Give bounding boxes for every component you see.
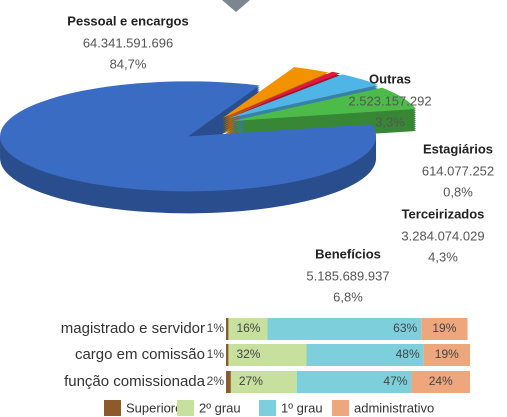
bar-label: 16%	[236, 321, 260, 335]
slice-value: 2.523.157.292	[348, 93, 431, 108]
slice-side	[226, 73, 341, 120]
legend-swatch	[177, 400, 194, 416]
slice-value: 64.341.591.696	[83, 35, 173, 50]
bar-segment	[228, 318, 268, 340]
slice-share: 4,3%	[428, 249, 458, 264]
slice-value: 614.077.252	[422, 163, 494, 178]
bar-segment	[226, 371, 231, 393]
bar-segment	[306, 344, 424, 366]
bar-segment	[267, 318, 422, 340]
bar-label: 47%	[383, 374, 407, 388]
bar-segment	[411, 371, 470, 393]
slice-share: 3,3%	[375, 114, 405, 129]
legend-swatch	[259, 400, 276, 416]
slice	[228, 74, 379, 119]
bar-segment	[226, 344, 229, 366]
slice-name: Pessoal e encargos	[67, 13, 188, 28]
bar-label: 19%	[435, 347, 459, 361]
category-label: função comissionada	[64, 373, 206, 390]
slice-name: Outras	[369, 71, 411, 86]
bar-label: 24%	[429, 374, 453, 388]
slice-name: Terceirizados	[402, 206, 485, 221]
bar-segment	[421, 318, 468, 340]
slice	[232, 87, 416, 121]
legend-swatch	[104, 400, 121, 416]
legend-label: administrativo	[354, 400, 434, 415]
bar-label: 19%	[432, 321, 456, 335]
legend-label: 1º grau	[281, 400, 323, 415]
bar-segment	[230, 371, 297, 393]
slice-share: 0,8%	[443, 184, 473, 199]
slice-share: 6,8%	[333, 289, 363, 304]
bar-segment	[423, 344, 470, 366]
bar-segment	[226, 318, 229, 340]
bar-label: 48%	[396, 347, 420, 361]
slice-name: Benefícios	[315, 246, 381, 261]
slice-share: 84,7%	[110, 56, 147, 71]
bar-label: 2%	[207, 374, 225, 388]
decor-arrow	[222, 0, 250, 12]
slice-name: Estagiários	[423, 141, 493, 156]
bar-segment	[228, 344, 307, 366]
slice	[222, 67, 329, 118]
legend-label: 2º grau	[199, 400, 241, 415]
slice	[226, 71, 341, 118]
legend-label: Superiores	[126, 400, 189, 415]
bar-label: 27%	[239, 374, 263, 388]
bar-segment	[296, 371, 412, 393]
slice	[0, 81, 377, 192]
bar-label: 63%	[393, 321, 417, 335]
slice-value: 3.284.074.029	[401, 228, 484, 243]
bar-label: 32%	[236, 347, 260, 361]
bar-label: 1%	[207, 321, 225, 335]
category-label: cargo em comissão	[75, 346, 205, 363]
slice-value: 5.185.689.937	[306, 268, 389, 283]
legend-swatch	[332, 400, 349, 416]
bar-label: 1%	[207, 347, 225, 361]
category-label: magistrado e servidor	[61, 320, 205, 337]
